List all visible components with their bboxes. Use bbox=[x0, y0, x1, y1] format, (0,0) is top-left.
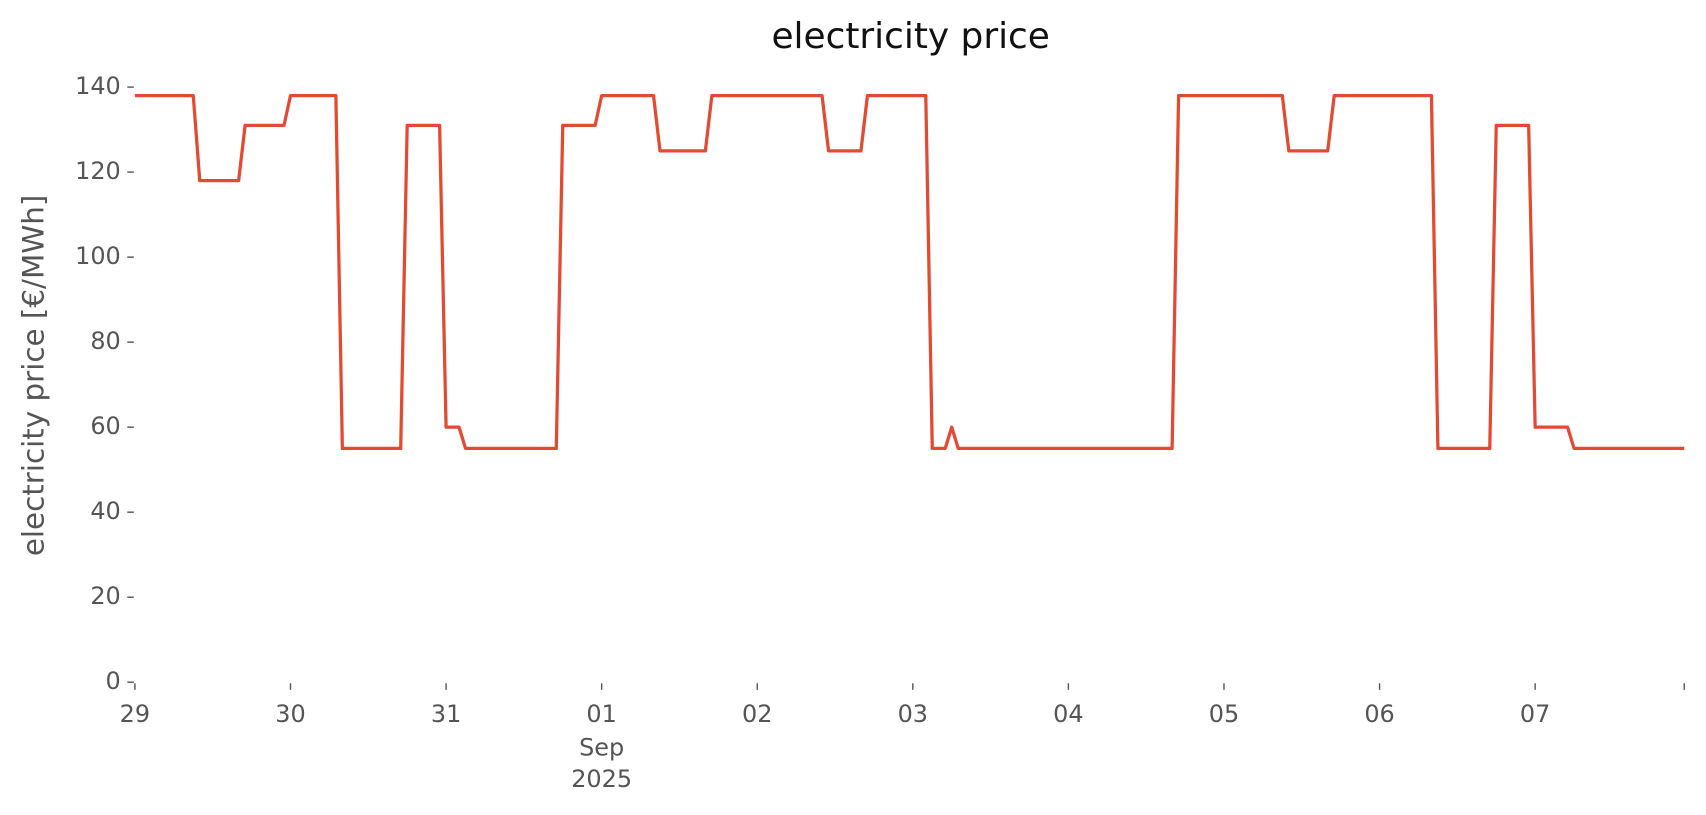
x-tick-label: 02 bbox=[742, 700, 772, 728]
y-tick-label: 120 bbox=[75, 157, 121, 185]
x-tick-label: 01 bbox=[586, 700, 616, 728]
y-tick-label: 40 bbox=[90, 497, 120, 525]
y-tick-label: 80 bbox=[90, 327, 120, 355]
x-tick-label: 06 bbox=[1364, 700, 1394, 728]
x-tick-sublabel: Sep bbox=[579, 734, 624, 762]
y-tick-label: 100 bbox=[75, 242, 121, 270]
x-tick-label: 05 bbox=[1209, 700, 1239, 728]
y-tick-label: 20 bbox=[90, 582, 120, 610]
price-line bbox=[134, 93, 1685, 451]
x-tick-label: 04 bbox=[1053, 700, 1083, 728]
x-tick-label: 07 bbox=[1520, 700, 1550, 728]
y-axis-label: electricity price [€/MWh] bbox=[16, 195, 50, 557]
x-tick-label: 31 bbox=[431, 700, 461, 728]
y-tick-label: 0 bbox=[106, 667, 121, 695]
x-tick-sublabel: 2025 bbox=[571, 765, 632, 793]
x-tick-label: 03 bbox=[898, 700, 928, 728]
y-tick-label: 60 bbox=[90, 412, 120, 440]
chart-title: electricity price bbox=[771, 16, 1049, 57]
x-tick-label: 29 bbox=[120, 700, 150, 728]
y-tick-label: 140 bbox=[75, 72, 121, 100]
x-tick-label: 30 bbox=[275, 700, 305, 728]
